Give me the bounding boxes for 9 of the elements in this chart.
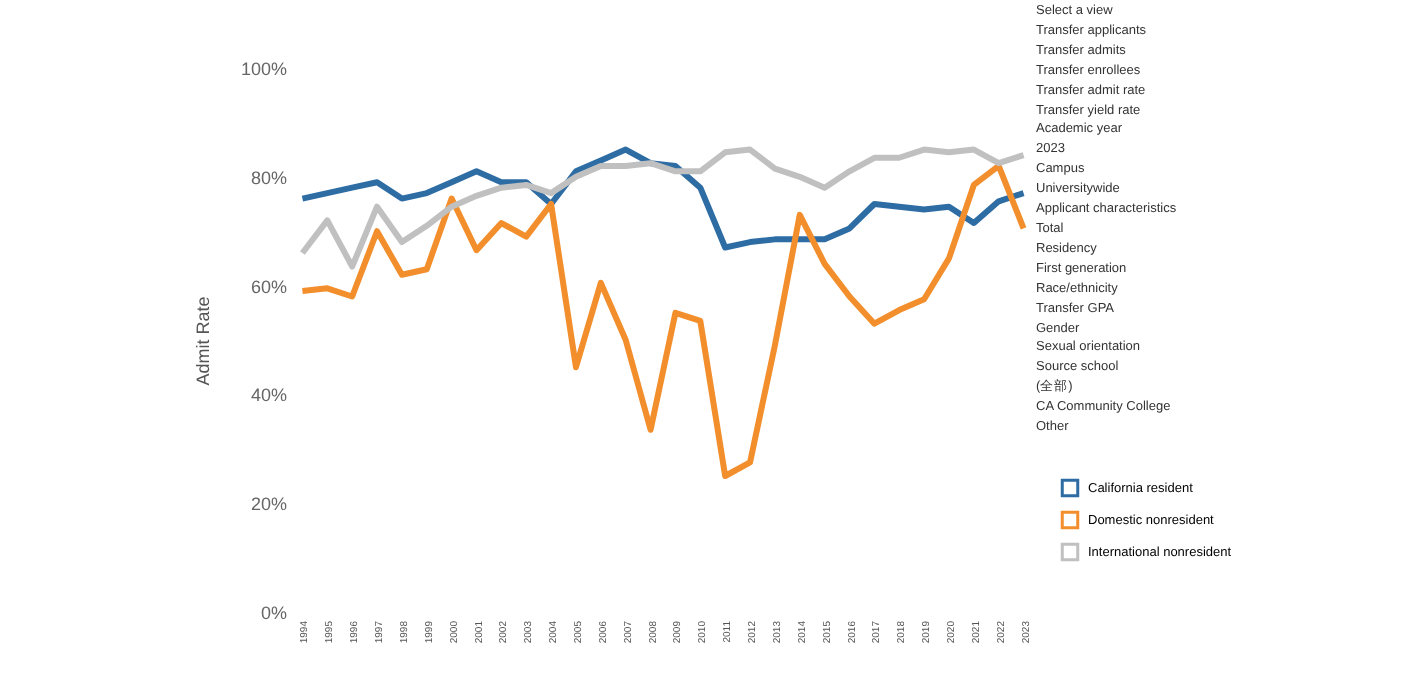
y-tick-label: 80% xyxy=(250,167,287,188)
y-tick-label: 0% xyxy=(260,603,287,623)
y-tick-label: 100% xyxy=(240,59,287,79)
y-axis-title: Admit Rate xyxy=(192,296,213,386)
y-tick-label: 40% xyxy=(250,385,287,406)
line-series xyxy=(299,162,1027,479)
line-series xyxy=(299,146,1027,270)
y-tick-label: 60% xyxy=(250,276,287,297)
y-tick-label: 20% xyxy=(250,494,287,515)
